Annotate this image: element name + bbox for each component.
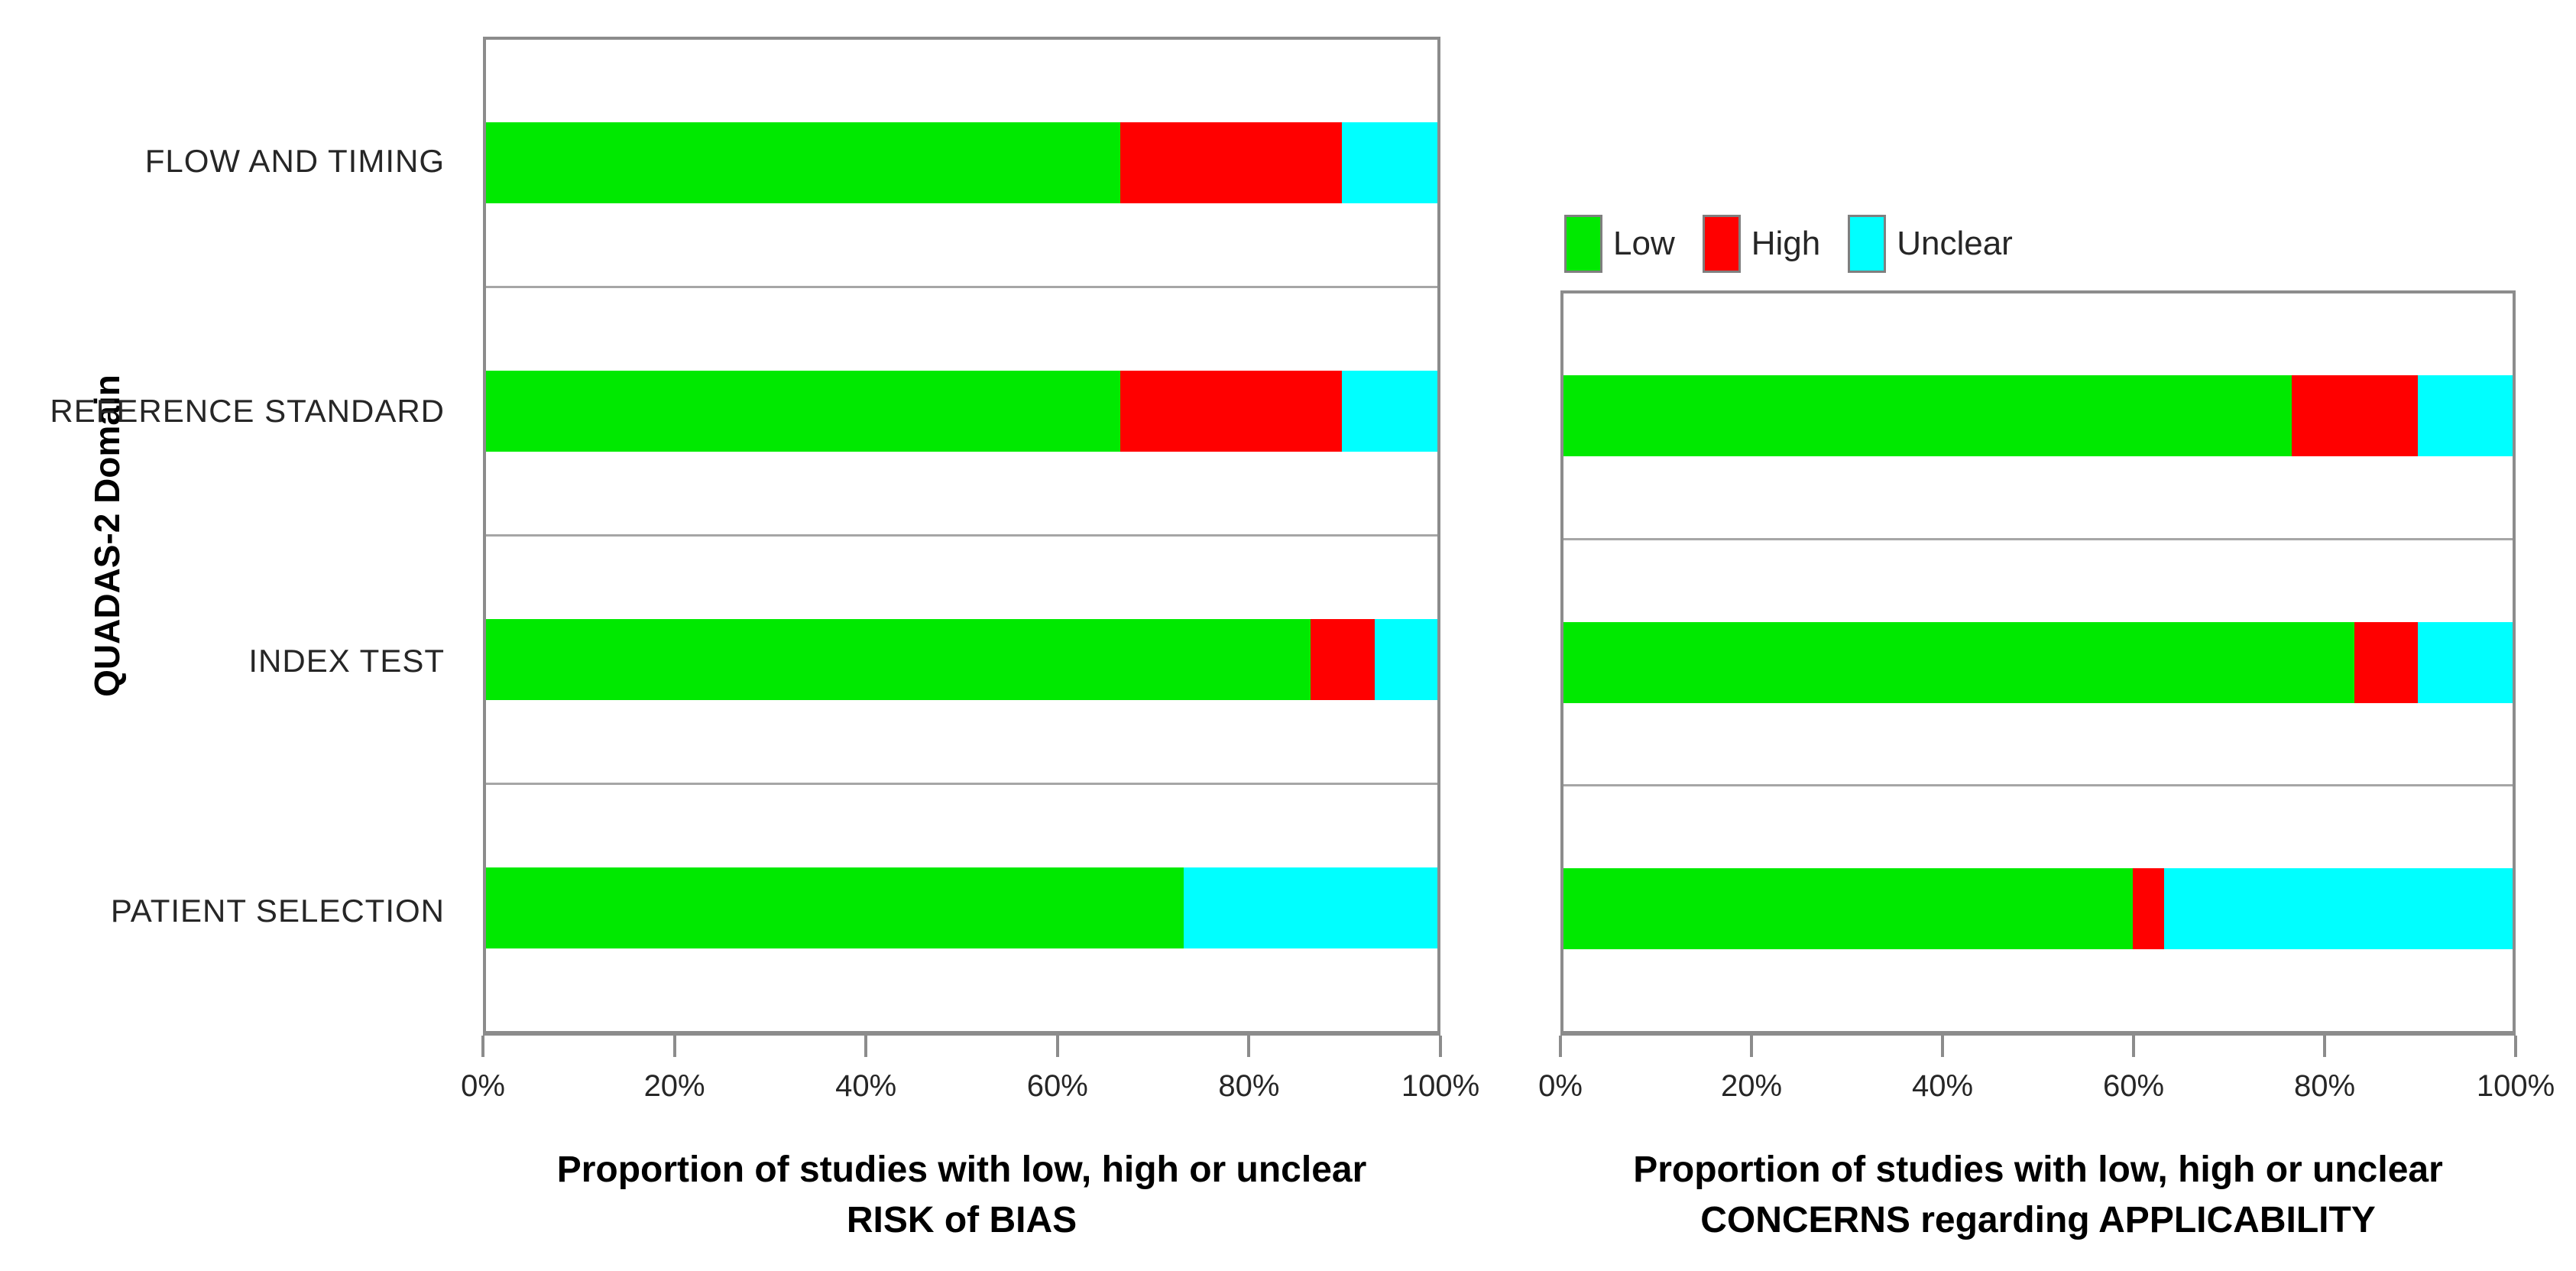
applicability-plot <box>1560 290 2516 1036</box>
x-tick-mark <box>864 1036 868 1057</box>
category-band <box>486 537 1437 785</box>
x-tick-mark <box>672 1036 676 1057</box>
bar-segment-unclear <box>2417 374 2513 456</box>
bar-segment-unclear <box>2417 621 2513 703</box>
category-band <box>1563 786 2513 1031</box>
bar-segment-unclear <box>1342 122 1437 203</box>
bar-segment-unclear <box>1342 371 1437 452</box>
x-axis-title-line1: Proportion of studies with low, high or … <box>1633 1149 2443 1190</box>
bar-segment-low <box>486 371 1121 452</box>
stacked-bar <box>1563 374 2513 456</box>
x-tick-label: 20% <box>643 1069 705 1103</box>
x-axis-title-line2: RISK of BIAS <box>846 1200 1077 1240</box>
x-tick-mark <box>2323 1036 2326 1057</box>
x-axis-title-applicability: Proportion of studies with low, high or … <box>1560 1145 2516 1246</box>
stacked-bar <box>486 867 1437 948</box>
category-labels-left: FLOW AND TIMING REFERENCE STANDARD INDEX T… <box>0 37 463 1036</box>
legend-label: Low <box>1613 225 1675 262</box>
legend-swatch-high-icon <box>1702 215 1741 273</box>
legend-label: Unclear <box>1897 225 2013 262</box>
bar-segment-unclear <box>2164 868 2513 950</box>
x-tick-mark <box>1750 1036 1753 1057</box>
x-axis-applicability: 0% 20% 40% 60% 80% 100% <box>1538 1036 2555 1127</box>
x-tick-label: 0% <box>461 1069 505 1103</box>
x-axis-title-line2: CONCERNS regarding APPLICABILITY <box>1700 1200 2376 1240</box>
legend-swatch-unclear-icon <box>1848 215 1887 273</box>
x-axis-title-risk-of-bias: Proportion of studies with low, high or … <box>483 1145 1440 1246</box>
bar-segment-unclear <box>1374 619 1437 700</box>
legend-swatch-low-icon <box>1564 215 1602 273</box>
category-band <box>486 785 1437 1031</box>
legend-item-low: Low <box>1564 215 1675 273</box>
bar-segment-low <box>486 619 1311 700</box>
bar-segment-high <box>1311 619 1375 700</box>
stacked-bar <box>1563 868 2513 950</box>
x-tick-mark <box>1941 1036 1944 1057</box>
legend-item-unclear: Unclear <box>1848 215 2013 273</box>
stacked-bar <box>486 619 1437 700</box>
category-label: PATIENT SELECTION <box>110 892 445 929</box>
x-axis-title-line1: Proportion of studies with low, high or … <box>556 1149 1367 1190</box>
x-tick-label: 100% <box>2476 1069 2555 1103</box>
bar-segment-unclear <box>1183 867 1437 948</box>
bar-segment-high <box>2291 374 2418 456</box>
bar-segment-high <box>2354 621 2418 703</box>
x-tick-label: 40% <box>835 1069 897 1103</box>
category-band <box>486 40 1437 288</box>
x-tick-mark <box>1055 1036 1059 1057</box>
x-tick-label: 100% <box>1401 1069 1480 1103</box>
x-tick-label: 20% <box>1720 1069 1783 1103</box>
bar-segment-low <box>486 867 1184 948</box>
x-axis-risk-of-bias: 0% 20% 40% 60% 80% 100% <box>461 1036 1479 1127</box>
legend-item-high: High <box>1702 215 1821 273</box>
x-tick-label: 80% <box>1218 1069 1280 1103</box>
x-tick-label: 80% <box>2293 1069 2356 1103</box>
risk-of-bias-plot <box>483 37 1440 1036</box>
bar-segment-low <box>486 122 1121 203</box>
stacked-bar <box>1563 621 2513 703</box>
x-tick-label: 60% <box>1026 1069 1088 1103</box>
category-label: REFERENCE STANDARD <box>50 393 445 430</box>
x-tick-mark <box>1247 1036 1251 1057</box>
bar-segment-high <box>1120 371 1343 452</box>
category-label: FLOW AND TIMING <box>144 143 445 180</box>
bar-segment-low <box>1563 621 2354 703</box>
x-tick-mark <box>1559 1036 1562 1057</box>
x-tick-mark <box>2514 1036 2517 1057</box>
legend: Low High Unclear <box>1564 215 2040 273</box>
x-tick-label: 0% <box>1538 1069 1583 1103</box>
bar-segment-low <box>1563 374 2292 456</box>
category-band <box>1563 293 2513 540</box>
category-band <box>1563 540 2513 787</box>
x-tick-mark <box>2132 1036 2135 1057</box>
stacked-bar <box>486 122 1437 203</box>
category-label: INDEX TEST <box>248 642 445 679</box>
x-tick-label: 40% <box>1911 1069 1974 1103</box>
bar-segment-high <box>2133 868 2165 950</box>
x-tick-mark <box>481 1036 484 1057</box>
stacked-bar <box>486 371 1437 452</box>
bar-segment-high <box>1120 122 1343 203</box>
x-tick-mark <box>1439 1036 1442 1057</box>
bar-segment-low <box>1563 868 2134 950</box>
category-band <box>486 288 1437 537</box>
x-tick-label: 60% <box>2102 1069 2165 1103</box>
legend-label: High <box>1751 225 1821 262</box>
